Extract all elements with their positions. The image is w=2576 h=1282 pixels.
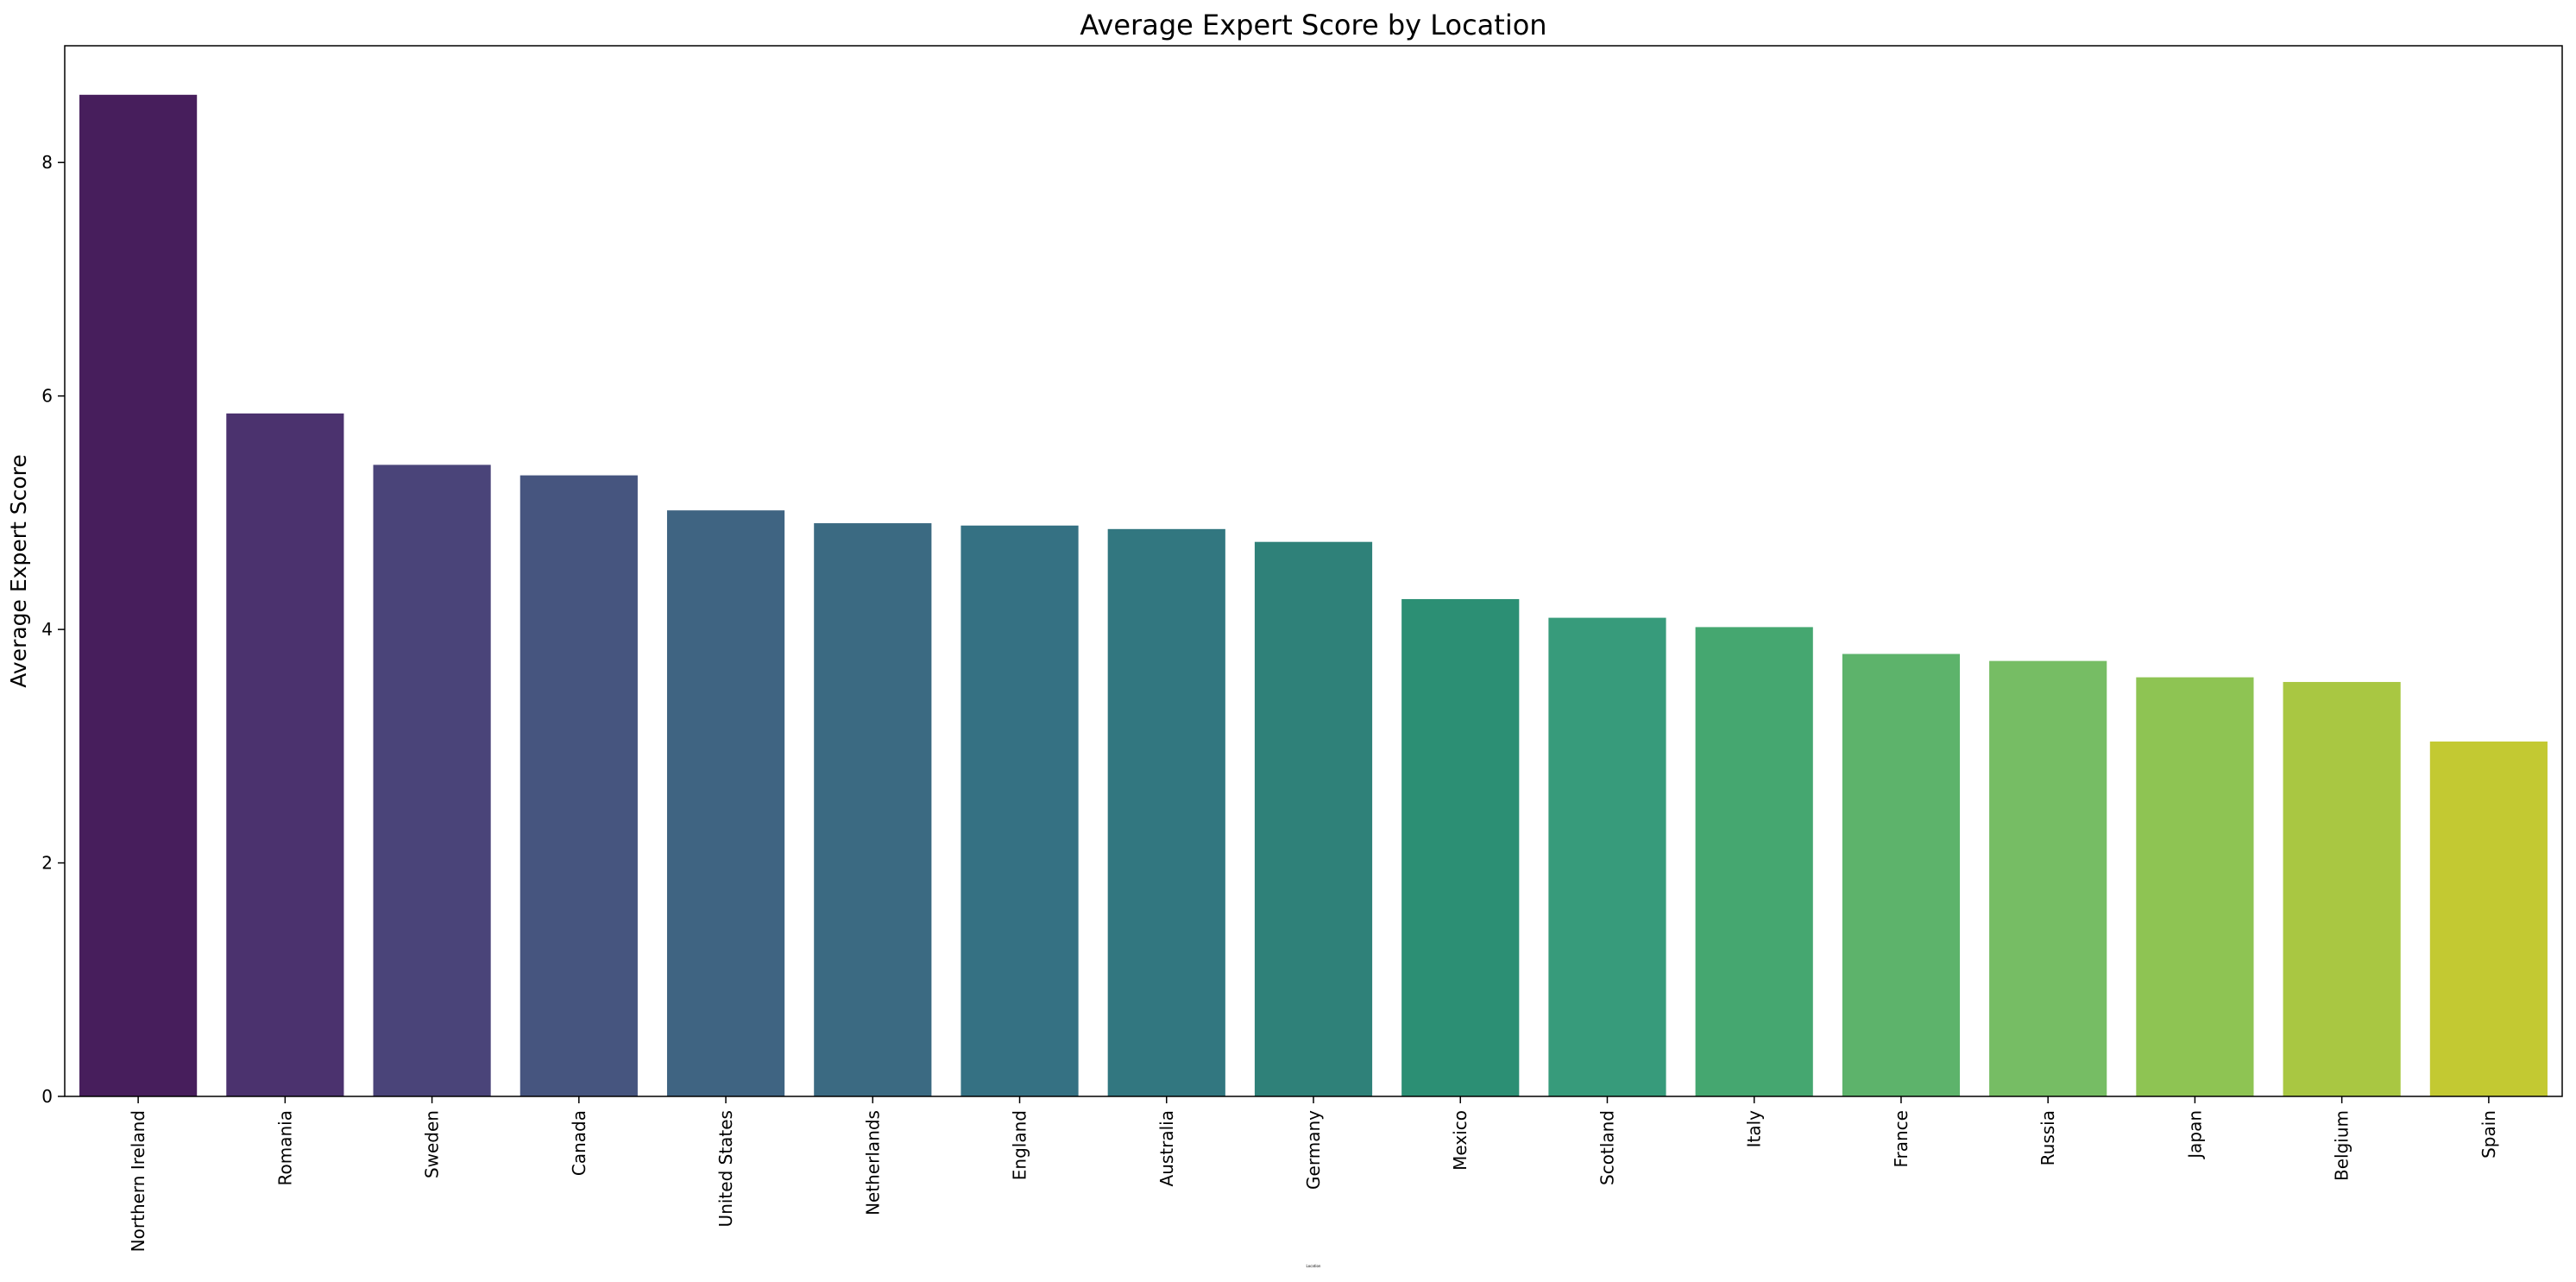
bar-sweden [373,464,491,1096]
bar-australia [1107,528,1225,1096]
y-tick-label: 8 [41,152,53,173]
x-tick-label: Germany [1303,1110,1324,1190]
x-tick-label: Mexico [1450,1110,1471,1171]
x-tick-label: Russia [2037,1110,2058,1165]
x-tick-label: Spain [2478,1110,2499,1159]
chart-title: Average Expert Score by Location [1080,9,1546,41]
x-tick-label: Italy [1744,1110,1765,1148]
bar-japan [2136,677,2254,1096]
bar-spain [2429,741,2548,1096]
x-tick-label: England [1010,1110,1030,1180]
plot-frame [64,45,2563,1097]
y-tick-label: 2 [41,853,53,874]
bar-germany [1254,541,1373,1096]
x-tick-label: Northern Ireland [128,1110,148,1252]
x-tick-label: Sweden [422,1110,443,1178]
x-axis: Northern Ireland Romania Sweden Canada Unite… [128,1096,2499,1252]
bar-russia [1989,660,2107,1096]
bar-italy [1695,627,1813,1096]
bar-belgium [2283,681,2401,1096]
x-tick-label: Australia [1156,1110,1177,1186]
bar-mexico [1401,598,1520,1096]
y-axis: 0 2 4 6 8 [41,152,65,1107]
bar-france [1842,654,1961,1096]
x-axis-label: Location [1307,1264,1321,1268]
bar-canada [520,475,638,1096]
bar-united-states [666,510,785,1096]
y-tick-label: 0 [41,1086,53,1107]
y-tick-label: 4 [41,619,53,640]
x-tick-label: Romania [274,1110,295,1185]
bar-scotland [1548,617,1666,1096]
x-tick-label: Netherlands [862,1110,883,1216]
x-tick-label: France [1891,1110,1912,1168]
x-tick-label: Canada [569,1110,589,1176]
x-tick-label: United States [715,1110,736,1227]
bar-romania [226,413,344,1096]
bar-netherlands [814,523,932,1096]
bar-northern-ireland [79,94,198,1096]
x-tick-label: Japan [2184,1110,2205,1160]
bar-england [960,525,1079,1096]
bars-group [79,94,2548,1096]
y-tick-label: 6 [41,386,53,407]
x-tick-label: Scotland [1597,1110,1617,1185]
x-tick-label: Belgium [2332,1110,2352,1181]
y-axis-label: Average Expert Score [6,454,31,688]
